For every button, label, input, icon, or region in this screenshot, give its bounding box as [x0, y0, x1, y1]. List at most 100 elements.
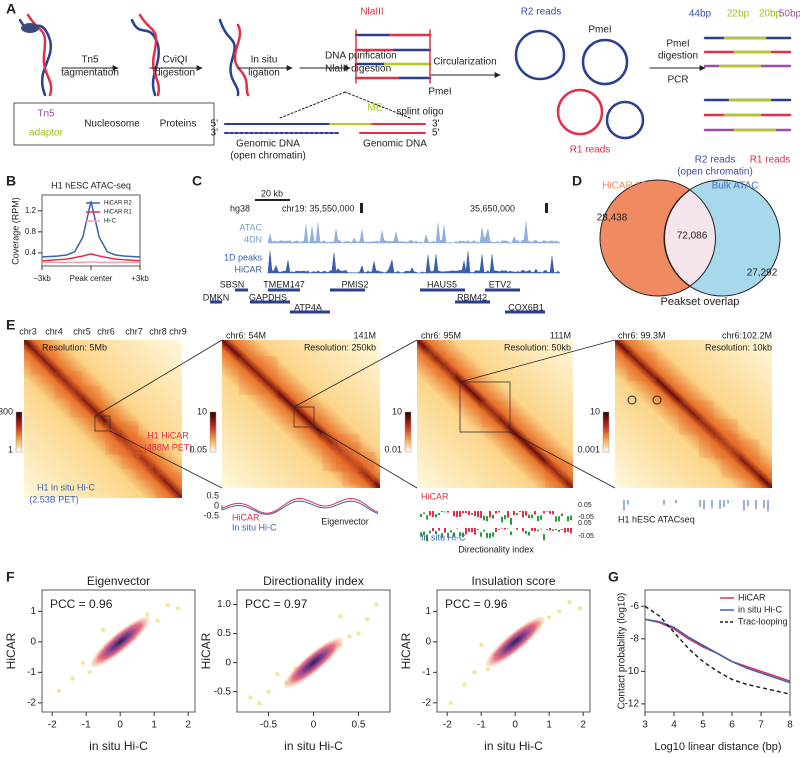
di-bar	[426, 515, 428, 520]
di-bar	[510, 517, 512, 525]
y-tick-label: -12	[625, 699, 640, 710]
label: DMKN	[203, 292, 230, 302]
di-bar	[552, 529, 554, 531]
scatter-point	[485, 667, 491, 672]
heatmap-domain	[699, 419, 738, 459]
di-bar	[480, 532, 482, 537]
panel-letter: E	[6, 317, 15, 333]
scatter-point	[577, 606, 582, 611]
annotation: PCC = 0.96	[445, 597, 508, 611]
di-bar	[429, 511, 431, 516]
chart-title: Eigenvector	[87, 574, 150, 588]
x-axis-label: Log10 linear distance (bp)	[654, 741, 781, 753]
y-tick-label: -2	[422, 697, 431, 708]
di-bar	[486, 516, 488, 522]
di-bar	[456, 511, 458, 518]
coord-tick	[360, 203, 363, 213]
heatmap-domain	[331, 442, 362, 473]
scatter-point	[87, 670, 92, 675]
heatmap-domain	[679, 400, 714, 435]
panel-letter: B	[6, 173, 16, 189]
x-tick-label: 5	[700, 720, 706, 731]
di-bar	[525, 511, 527, 516]
legend-label: Trac-looping	[738, 616, 788, 626]
di-bar	[432, 511, 434, 518]
di-bar	[420, 513, 422, 517]
label: 4DN	[244, 234, 262, 244]
x-tick-label: 1	[151, 720, 157, 731]
scatter-point	[165, 603, 170, 608]
di-bar	[540, 528, 542, 530]
legend-label: HiCAR R2	[104, 201, 132, 207]
di-bar	[465, 528, 467, 535]
label: NlaIII digestion	[325, 64, 391, 75]
label: 22bp	[727, 9, 750, 20]
scatter-point	[155, 618, 160, 623]
label: HiCAR 1D peaks	[602, 181, 678, 192]
scatter-point	[567, 600, 572, 605]
label: 10	[590, 406, 600, 416]
label: GAPDHS	[249, 292, 287, 302]
label: chr19: 35,550,000	[282, 203, 355, 213]
label: ME	[368, 103, 383, 114]
x-axis-label: in situ Hi-C	[484, 739, 543, 753]
panel-letter: G	[608, 569, 619, 585]
heatmap-domain	[480, 400, 508, 428]
label: 0.05	[189, 444, 207, 454]
x-tick-label: -2	[443, 720, 452, 731]
x-tick-label: 3	[642, 720, 648, 731]
scatter-point	[275, 672, 280, 677]
legend-label: HiCAR R1	[104, 210, 132, 216]
x-tick-label: 2	[185, 720, 191, 731]
zoom-line	[509, 431, 616, 489]
scatter-point	[479, 642, 484, 648]
label: (open chromatin)	[677, 167, 753, 178]
di-bar	[483, 515, 485, 521]
y-tick-label: -1	[27, 667, 36, 678]
y-tick-label: 0	[425, 636, 431, 647]
label: In situ	[251, 55, 278, 66]
legend-label: Hi-C	[104, 219, 117, 225]
x-tick-label: 6	[729, 720, 735, 731]
heatmap-domain	[335, 446, 359, 470]
label: Circularization	[433, 57, 496, 68]
y-tick-label: 0	[225, 657, 231, 668]
di-bar	[513, 511, 515, 516]
heatmap-domain	[239, 356, 278, 395]
label: 10	[392, 406, 402, 416]
scatter-point	[347, 634, 352, 639]
coord-tick	[545, 203, 548, 213]
heatmap-domain	[321, 433, 336, 448]
label: PmeI	[666, 39, 689, 50]
label: Resolution: 50kb	[504, 342, 571, 352]
scatter-point	[365, 616, 370, 622]
y-tick-label: 1.0	[217, 599, 231, 610]
di-bar	[531, 514, 533, 519]
scatter-point	[70, 676, 75, 681]
di-bar	[516, 528, 518, 530]
heatmap-domain	[436, 358, 456, 378]
di-bar	[453, 511, 455, 517]
di-bar	[522, 528, 524, 532]
heatmap-domain	[720, 439, 760, 479]
di-bar	[537, 516, 539, 522]
di-bar	[552, 511, 554, 515]
heatmap-domain	[105, 421, 139, 455]
di-bar	[447, 532, 449, 538]
label: (open chromatin)	[230, 151, 306, 162]
di-bar	[516, 512, 518, 515]
di-bar	[507, 511, 509, 518]
heatmap-domain	[547, 463, 566, 482]
label: chr6: 95M	[421, 330, 461, 340]
label: R2 reads	[521, 7, 562, 18]
scatter-point	[257, 701, 262, 706]
di-bar	[477, 529, 479, 531]
zoom-line	[109, 430, 223, 489]
di-bar	[558, 516, 560, 522]
label: 50bp	[779, 9, 800, 20]
di-bar	[543, 534, 545, 541]
label: (488M PET)	[144, 442, 193, 452]
di-bar	[561, 513, 563, 516]
label: -0.05	[578, 533, 594, 540]
label: HiCAR	[232, 512, 260, 522]
